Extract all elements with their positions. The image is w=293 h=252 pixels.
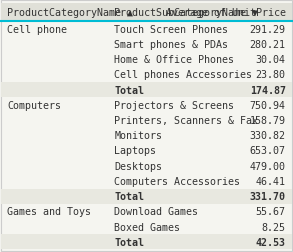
- Text: Smart phones & PDAs: Smart phones & PDAs: [114, 40, 228, 50]
- Text: ProductCategoryName ▲: ProductCategoryName ▲: [7, 8, 133, 18]
- Text: Computers Accessories: Computers Accessories: [114, 176, 240, 186]
- Text: Laptops: Laptops: [114, 146, 156, 156]
- Text: 46.41: 46.41: [256, 176, 286, 186]
- Text: Total: Total: [114, 85, 144, 95]
- Text: 750.94: 750.94: [250, 100, 286, 110]
- Text: Total: Total: [114, 192, 144, 201]
- Text: ProductSubCategoryName ▼: ProductSubCategoryName ▼: [114, 8, 258, 18]
- Text: 158.79: 158.79: [250, 116, 286, 125]
- Text: 42.53: 42.53: [256, 237, 286, 247]
- Text: Cell phones Accessories: Cell phones Accessories: [114, 70, 252, 80]
- Text: 653.07: 653.07: [250, 146, 286, 156]
- FancyBboxPatch shape: [1, 83, 292, 98]
- Text: Boxed Games: Boxed Games: [114, 222, 180, 232]
- Text: 30.04: 30.04: [256, 55, 286, 65]
- FancyBboxPatch shape: [1, 189, 292, 204]
- Text: Computers: Computers: [7, 100, 61, 110]
- Text: 331.70: 331.70: [250, 192, 286, 201]
- Text: Total: Total: [114, 237, 144, 247]
- Text: 280.21: 280.21: [250, 40, 286, 50]
- FancyBboxPatch shape: [1, 234, 292, 249]
- Text: 174.87: 174.87: [250, 85, 286, 95]
- Text: Download Games: Download Games: [114, 207, 198, 216]
- Text: Monitors: Monitors: [114, 131, 162, 141]
- Text: Desktops: Desktops: [114, 161, 162, 171]
- Text: 8.25: 8.25: [262, 222, 286, 232]
- Text: Printers, Scanners & Fax: Printers, Scanners & Fax: [114, 116, 258, 125]
- Text: 330.82: 330.82: [250, 131, 286, 141]
- Text: Average of UnitPrice: Average of UnitPrice: [166, 8, 286, 18]
- Text: Touch Screen Phones: Touch Screen Phones: [114, 24, 228, 35]
- Text: Games and Toys: Games and Toys: [7, 207, 91, 216]
- FancyBboxPatch shape: [1, 4, 292, 22]
- Text: 291.29: 291.29: [250, 24, 286, 35]
- Text: 23.80: 23.80: [256, 70, 286, 80]
- Text: 479.00: 479.00: [250, 161, 286, 171]
- Text: Projectors & Screens: Projectors & Screens: [114, 100, 234, 110]
- Text: Home & Office Phones: Home & Office Phones: [114, 55, 234, 65]
- Text: 55.67: 55.67: [256, 207, 286, 216]
- Text: Cell phone: Cell phone: [7, 24, 67, 35]
